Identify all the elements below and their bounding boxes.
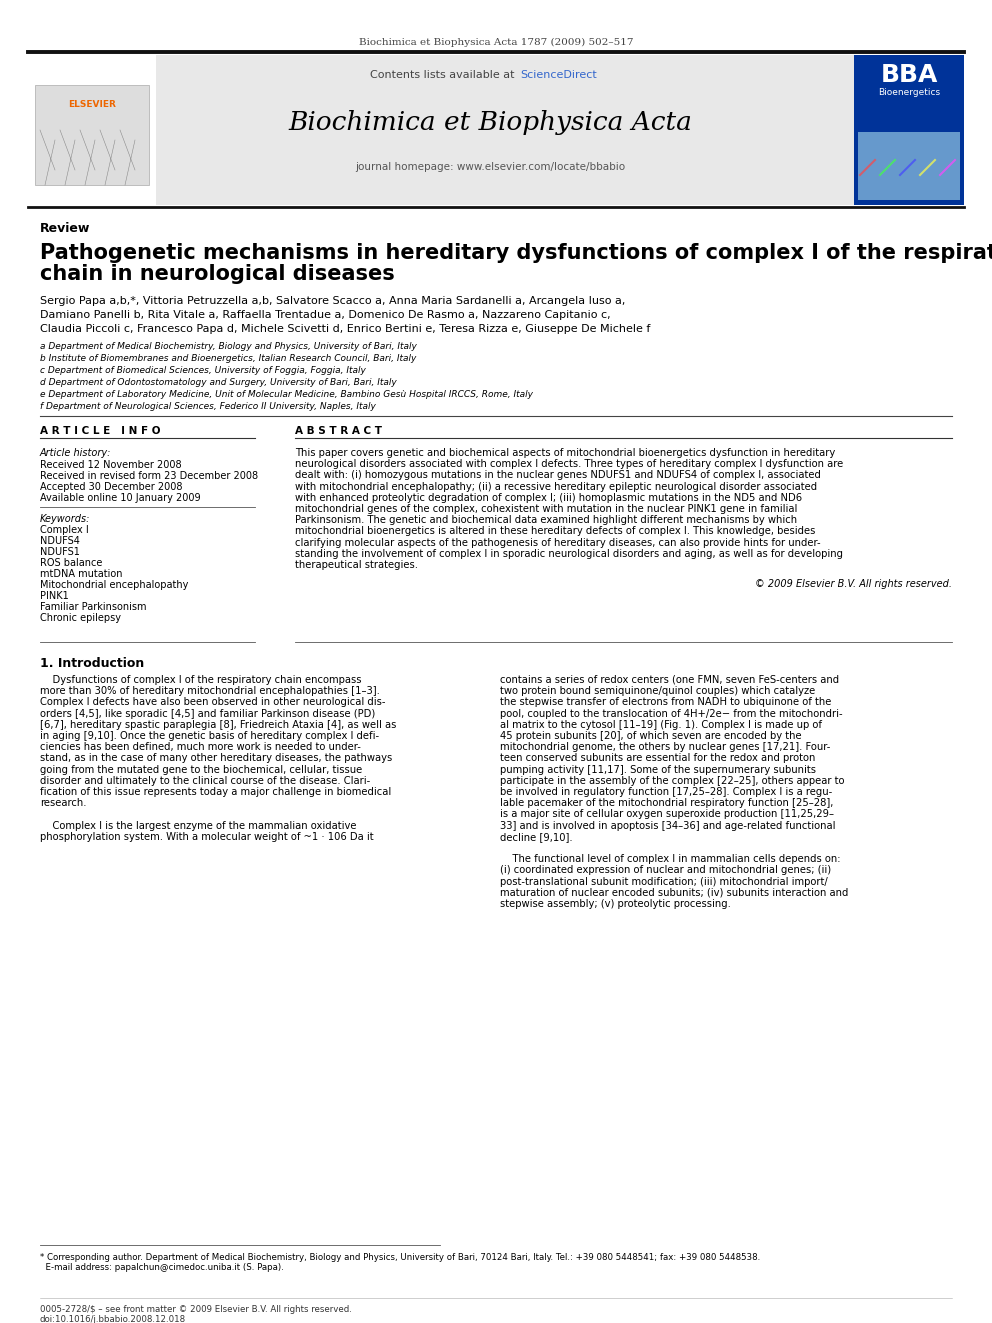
Text: d Department of Odontostomatology and Surgery, University of Bari, Bari, Italy: d Department of Odontostomatology and Su… — [40, 378, 397, 388]
Text: maturation of nuclear encoded subunits; (iv) subunits interaction and: maturation of nuclear encoded subunits; … — [500, 888, 848, 898]
Text: Bioenergetics: Bioenergetics — [878, 89, 940, 97]
Text: doi:10.1016/j.bbabio.2008.12.018: doi:10.1016/j.bbabio.2008.12.018 — [40, 1315, 186, 1323]
Text: Complex I is the largest enzyme of the mammalian oxidative: Complex I is the largest enzyme of the m… — [40, 820, 356, 831]
Text: phosphorylation system. With a molecular weight of ~1 · 106 Da it: phosphorylation system. With a molecular… — [40, 832, 374, 841]
Text: standing the involvement of complex I in sporadic neurological disorders and agi: standing the involvement of complex I in… — [295, 549, 843, 558]
Text: 45 protein subunits [20], of which seven are encoded by the: 45 protein subunits [20], of which seven… — [500, 732, 802, 741]
Text: the stepwise transfer of electrons from NADH to ubiquinone of the: the stepwise transfer of electrons from … — [500, 697, 831, 708]
Text: therapeutical strategies.: therapeutical strategies. — [295, 560, 418, 570]
Text: orders [4,5], like sporadic [4,5] and familiar Parkinson disease (PD): orders [4,5], like sporadic [4,5] and fa… — [40, 709, 375, 718]
Text: Accepted 30 December 2008: Accepted 30 December 2008 — [40, 482, 183, 492]
Text: 1. Introduction: 1. Introduction — [40, 658, 144, 669]
Text: b Institute of Biomembranes and Bioenergetics, Italian Research Council, Bari, I: b Institute of Biomembranes and Bioenerg… — [40, 355, 417, 363]
Text: Claudia Piccoli c, Francesco Papa d, Michele Scivetti d, Enrico Bertini e, Teres: Claudia Piccoli c, Francesco Papa d, Mic… — [40, 324, 651, 333]
Text: participate in the assembly of the complex [22–25], others appear to: participate in the assembly of the compl… — [500, 775, 844, 786]
Text: e Department of Laboratory Medicine, Unit of Molecular Medicine, Bambino Gesù Ho: e Department of Laboratory Medicine, Uni… — [40, 390, 533, 400]
Text: Contents lists available at: Contents lists available at — [370, 70, 518, 79]
Text: stand, as in the case of many other hereditary diseases, the pathways: stand, as in the case of many other here… — [40, 753, 392, 763]
Text: A B S T R A C T: A B S T R A C T — [295, 426, 382, 437]
Text: teen conserved subunits are essential for the redox and proton: teen conserved subunits are essential fo… — [500, 753, 815, 763]
Text: going from the mutated gene to the biochemical, cellular, tissue: going from the mutated gene to the bioch… — [40, 765, 362, 774]
Text: mitochondrial genes of the complex, cohexistent with mutation in the nuclear PIN: mitochondrial genes of the complex, cohe… — [295, 504, 798, 515]
Text: disorder and ultimately to the clinical course of the disease. Clari-: disorder and ultimately to the clinical … — [40, 775, 370, 786]
Text: chain in neurological diseases: chain in neurological diseases — [40, 265, 395, 284]
Text: ELSEVIER: ELSEVIER — [68, 101, 116, 108]
Text: in aging [9,10]. Once the genetic basis of hereditary complex I defi-: in aging [9,10]. Once the genetic basis … — [40, 732, 379, 741]
Bar — [35, 85, 149, 185]
Bar — [858, 132, 960, 200]
Text: Article history:: Article history: — [40, 448, 111, 458]
Text: The functional level of complex I in mammalian cells depends on:: The functional level of complex I in mam… — [500, 855, 840, 864]
Text: al matrix to the cytosol [11–19] (Fig. 1). Complex I is made up of: al matrix to the cytosol [11–19] (Fig. 1… — [500, 720, 822, 730]
Text: Biochimica et Biophysica Acta: Biochimica et Biophysica Acta — [288, 110, 692, 135]
Text: is a major site of cellular oxygen superoxide production [11,25,29–: is a major site of cellular oxygen super… — [500, 810, 834, 819]
Text: pumping activity [11,17]. Some of the supernumerary subunits: pumping activity [11,17]. Some of the su… — [500, 765, 816, 774]
Text: neurological disorders associated with complex I defects. Three types of heredit: neurological disorders associated with c… — [295, 459, 843, 470]
Text: c Department of Biomedical Sciences, University of Foggia, Foggia, Italy: c Department of Biomedical Sciences, Uni… — [40, 366, 366, 374]
Text: Damiano Panelli b, Rita Vitale a, Raffaella Trentadue a, Domenico De Rasmo a, Na: Damiano Panelli b, Rita Vitale a, Raffae… — [40, 310, 611, 320]
Text: be involved in regulatory function [17,25–28]. Complex I is a regu-: be involved in regulatory function [17,2… — [500, 787, 832, 796]
Text: Pathogenetic mechanisms in hereditary dysfunctions of complex I of the respirato: Pathogenetic mechanisms in hereditary dy… — [40, 243, 992, 263]
Text: Keywords:: Keywords: — [40, 515, 90, 524]
Text: ROS balance: ROS balance — [40, 558, 102, 568]
Text: journal homepage: www.elsevier.com/locate/bbabio: journal homepage: www.elsevier.com/locat… — [355, 161, 625, 172]
Text: mtDNA mutation: mtDNA mutation — [40, 569, 122, 579]
Text: NDUFS1: NDUFS1 — [40, 546, 80, 557]
Bar — [854, 56, 964, 205]
Text: lable pacemaker of the mitochondrial respiratory function [25–28],: lable pacemaker of the mitochondrial res… — [500, 798, 833, 808]
Text: Complex I: Complex I — [40, 525, 88, 534]
Text: post-translational subunit modification; (iii) mitochondrial import/: post-translational subunit modification;… — [500, 877, 827, 886]
Text: mitochondrial bioenergetics is altered in these hereditary defects of complex I.: mitochondrial bioenergetics is altered i… — [295, 527, 815, 536]
Text: more than 30% of hereditary mitochondrial encephalopathies [1–3].: more than 30% of hereditary mitochondria… — [40, 687, 380, 696]
Text: Received in revised form 23 December 2008: Received in revised form 23 December 200… — [40, 471, 258, 482]
Text: [6,7], hereditary spastic paraplegia [8], Friedreich Ataxia [4], as well as: [6,7], hereditary spastic paraplegia [8]… — [40, 720, 397, 730]
Text: Biochimica et Biophysica Acta 1787 (2009) 502–517: Biochimica et Biophysica Acta 1787 (2009… — [359, 38, 633, 48]
Text: Available online 10 January 2009: Available online 10 January 2009 — [40, 493, 200, 503]
Text: research.: research. — [40, 798, 86, 808]
Text: stepwise assembly; (v) proteolytic processing.: stepwise assembly; (v) proteolytic proce… — [500, 900, 731, 909]
Text: * Corresponding author. Department of Medical Biochemistry, Biology and Physics,: * Corresponding author. Department of Me… — [40, 1253, 760, 1262]
Text: This paper covers genetic and biochemical aspects of mitochondrial bioenergetics: This paper covers genetic and biochemica… — [295, 448, 835, 458]
Bar — [28, 56, 156, 205]
Text: a Department of Medical Biochemistry, Biology and Physics, University of Bari, I: a Department of Medical Biochemistry, Bi… — [40, 343, 417, 351]
Text: E-mail address: papalchun@cimedoc.uniba.it (S. Papa).: E-mail address: papalchun@cimedoc.uniba.… — [40, 1263, 284, 1271]
Text: 0005-2728/$ – see front matter © 2009 Elsevier B.V. All rights reserved.: 0005-2728/$ – see front matter © 2009 El… — [40, 1304, 352, 1314]
Text: Parkinsonism. The genetic and biochemical data examined highlight different mech: Parkinsonism. The genetic and biochemica… — [295, 515, 798, 525]
Text: Mitochondrial encephalopathy: Mitochondrial encephalopathy — [40, 579, 188, 590]
Text: contains a series of redox centers (one FMN, seven FeS-centers and: contains a series of redox centers (one … — [500, 675, 839, 685]
Text: Dysfunctions of complex I of the respiratory chain encompass: Dysfunctions of complex I of the respira… — [40, 675, 361, 685]
Text: dealt with: (i) homozygous mutations in the nuclear genes NDUFS1 and NDUFS4 of c: dealt with: (i) homozygous mutations in … — [295, 471, 820, 480]
Text: Received 12 November 2008: Received 12 November 2008 — [40, 460, 182, 470]
Text: Complex I defects have also been observed in other neurological dis-: Complex I defects have also been observe… — [40, 697, 386, 708]
Text: Sergio Papa a,b,*, Vittoria Petruzzella a,b, Salvatore Scacco a, Anna Maria Sard: Sergio Papa a,b,*, Vittoria Petruzzella … — [40, 296, 625, 306]
Text: A R T I C L E   I N F O: A R T I C L E I N F O — [40, 426, 161, 437]
Text: clarifying molecular aspects of the pathogenesis of hereditary diseases, can als: clarifying molecular aspects of the path… — [295, 537, 820, 548]
Text: two protein bound semiquinone/quinol couples) which catalyze: two protein bound semiquinone/quinol cou… — [500, 687, 815, 696]
Text: fication of this issue represents today a major challenge in biomedical: fication of this issue represents today … — [40, 787, 391, 796]
Text: pool, coupled to the translocation of 4H+/2e− from the mitochondri-: pool, coupled to the translocation of 4H… — [500, 709, 842, 718]
Text: BBA: BBA — [880, 64, 937, 87]
Text: PINK1: PINK1 — [40, 591, 68, 601]
Text: with mitochondrial encephalopathy; (ii) a recessive hereditary epileptic neurolo: with mitochondrial encephalopathy; (ii) … — [295, 482, 817, 492]
Text: 33] and is involved in apoptosis [34–36] and age-related functional: 33] and is involved in apoptosis [34–36]… — [500, 820, 835, 831]
Text: (i) coordinated expression of nuclear and mitochondrial genes; (ii): (i) coordinated expression of nuclear an… — [500, 865, 831, 876]
Text: with enhanced proteolytic degradation of complex I; (iii) homoplasmic mutations : with enhanced proteolytic degradation of… — [295, 492, 803, 503]
Text: decline [9,10].: decline [9,10]. — [500, 832, 572, 841]
Text: NDUFS4: NDUFS4 — [40, 536, 80, 546]
Text: Familiar Parkinsonism: Familiar Parkinsonism — [40, 602, 147, 613]
Text: f Department of Neurological Sciences, Federico II University, Naples, Italy: f Department of Neurological Sciences, F… — [40, 402, 376, 411]
Bar — [28, 56, 964, 205]
Text: Review: Review — [40, 222, 90, 235]
Text: ciencies has been defined, much more work is needed to under-: ciencies has been defined, much more wor… — [40, 742, 361, 753]
Text: mitochondrial genome, the others by nuclear genes [17,21]. Four-: mitochondrial genome, the others by nucl… — [500, 742, 830, 753]
Text: © 2009 Elsevier B.V. All rights reserved.: © 2009 Elsevier B.V. All rights reserved… — [755, 579, 952, 589]
Text: ScienceDirect: ScienceDirect — [520, 70, 597, 79]
Text: Chronic epilepsy: Chronic epilepsy — [40, 613, 121, 623]
